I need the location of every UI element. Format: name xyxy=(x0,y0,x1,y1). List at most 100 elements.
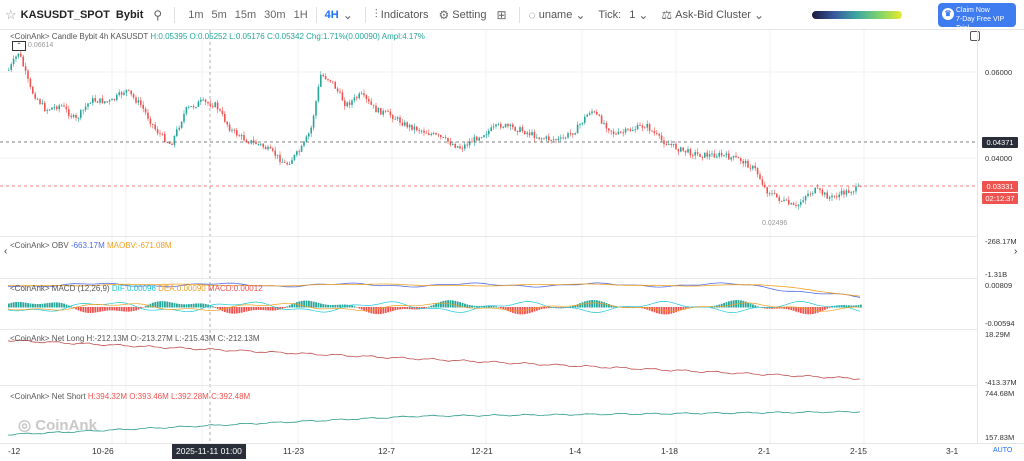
macd-bar xyxy=(252,307,255,311)
macd-bar xyxy=(749,303,752,308)
exchange-name: Bybit xyxy=(115,8,144,21)
macd-bar xyxy=(32,303,34,308)
candle-body xyxy=(449,141,452,145)
tick-selector[interactable]: Tick: 1 ⌄ xyxy=(593,0,656,30)
legend-amplitude: Ampl:4.17% xyxy=(381,32,425,41)
candle-body xyxy=(533,132,536,139)
legend-change: Chg:1.71%(0.00090) xyxy=(306,32,380,41)
macd-bar xyxy=(454,300,457,308)
candle-body xyxy=(87,103,89,107)
timeframe-5m[interactable]: 5m xyxy=(211,8,227,21)
auto-scale-button[interactable]: AUTO xyxy=(993,447,1013,454)
heatmap-color-slider[interactable] xyxy=(812,10,903,19)
macd-bar xyxy=(497,307,500,308)
candle-body xyxy=(468,141,471,146)
candle-body xyxy=(456,146,459,148)
macd-bar xyxy=(171,302,173,308)
candle-body xyxy=(281,162,284,163)
macd-bar xyxy=(656,307,658,314)
macd-bar xyxy=(34,303,37,308)
macd-bar xyxy=(418,307,421,310)
candles xyxy=(8,50,862,210)
candle-body xyxy=(548,136,550,141)
macd-bar xyxy=(490,305,493,308)
timeframe-1m[interactable]: 1m xyxy=(188,8,204,21)
macd-bar xyxy=(836,305,838,308)
candle-body xyxy=(711,153,713,155)
macd-bar xyxy=(257,307,260,310)
timeframe-4h[interactable]: 4H xyxy=(324,8,339,21)
x-label: 2-15 xyxy=(850,446,868,456)
macd-bar xyxy=(123,307,125,312)
chevron-down-icon[interactable]: ⌄ xyxy=(342,7,353,22)
pane-divider[interactable] xyxy=(0,236,977,237)
macd-bar xyxy=(848,305,850,308)
macd-bar xyxy=(322,304,325,308)
timeframe-15m[interactable]: 15m xyxy=(234,8,257,21)
search-button[interactable]: ⚲ xyxy=(148,0,170,30)
x-label: 1-18 xyxy=(661,446,679,456)
obv-legend: <CoinAnk> OBV -663.17M MAOBV:-671.08M xyxy=(10,241,172,250)
macd-bar xyxy=(423,307,425,309)
layout-button[interactable]: ⊞ xyxy=(492,0,515,30)
setting-button[interactable]: ⚙ Setting xyxy=(433,0,491,30)
gear-icon: ⚙ xyxy=(438,7,450,22)
macd-bar xyxy=(588,300,591,308)
macd-bar xyxy=(216,307,219,309)
candle-body xyxy=(473,136,476,142)
candle-body xyxy=(624,128,627,133)
indicators-button[interactable]: ⫶ Indicators xyxy=(370,0,434,30)
cluster-selector[interactable]: ⚖ Ask-Bid Cluster ⌄ xyxy=(656,0,772,30)
candle-body xyxy=(192,106,195,108)
macd-bar xyxy=(108,307,111,311)
macd-dif-line xyxy=(7,301,861,313)
user-selector[interactable]: ◌ uname ⌄ xyxy=(524,0,594,30)
time-axis[interactable] xyxy=(0,443,1024,461)
timeframe-30m[interactable]: 30m xyxy=(264,8,286,21)
candle-body xyxy=(672,143,675,145)
screenshot-icon[interactable] xyxy=(970,31,980,41)
macd-bar xyxy=(375,307,377,315)
candle-body xyxy=(84,106,87,110)
candle-body xyxy=(476,136,478,141)
candle-body xyxy=(610,130,612,132)
candle-body xyxy=(336,88,339,92)
macd-bar xyxy=(579,303,581,308)
candle-body xyxy=(315,101,317,116)
y-label: 18.29M xyxy=(985,330,1011,339)
macd-bar xyxy=(202,303,205,308)
macd-bar xyxy=(684,307,687,309)
macd-bar xyxy=(125,307,128,312)
candle-body xyxy=(440,135,442,138)
price-axis[interactable] xyxy=(977,30,1024,443)
candle-body xyxy=(159,133,161,135)
symbol-selector[interactable]: ☆ KASUSDT_SPOT Bybit xyxy=(0,0,148,30)
candle-body xyxy=(680,147,682,152)
macd-bar xyxy=(740,300,742,308)
pane-divider[interactable] xyxy=(0,278,977,279)
macd-bar xyxy=(96,307,99,313)
timeframe-1h[interactable]: 1H xyxy=(293,8,308,21)
candle-body xyxy=(732,155,735,158)
star-icon[interactable]: ☆ xyxy=(5,6,17,22)
macd-bar xyxy=(224,307,226,313)
candle-body xyxy=(339,91,341,93)
macd-bar xyxy=(574,305,577,308)
macd-bar xyxy=(243,307,245,313)
candle-body xyxy=(231,129,233,131)
macd-bar xyxy=(168,302,171,308)
claim-vip-button[interactable]: ♛ Claim Now 7-Day Free VIP Trial xyxy=(938,3,1016,32)
candle-body xyxy=(408,124,411,128)
net-long-line xyxy=(7,339,861,380)
pane-divider[interactable] xyxy=(0,329,977,330)
main-legend: <CoinAnk> Candle Bybit 4h KASUSDT H:0.05… xyxy=(10,32,425,41)
candle-body xyxy=(156,129,159,134)
macd-bar xyxy=(118,307,121,311)
candle-body xyxy=(855,186,857,192)
collapse-legend-icon[interactable]: ⌃ xyxy=(12,41,26,51)
chevron-left-icon[interactable]: ‹ xyxy=(4,246,8,257)
chevron-right-icon[interactable]: › xyxy=(1014,246,1018,257)
macd-bar xyxy=(228,307,231,314)
candle-body xyxy=(641,125,644,128)
pane-divider[interactable] xyxy=(0,385,977,386)
